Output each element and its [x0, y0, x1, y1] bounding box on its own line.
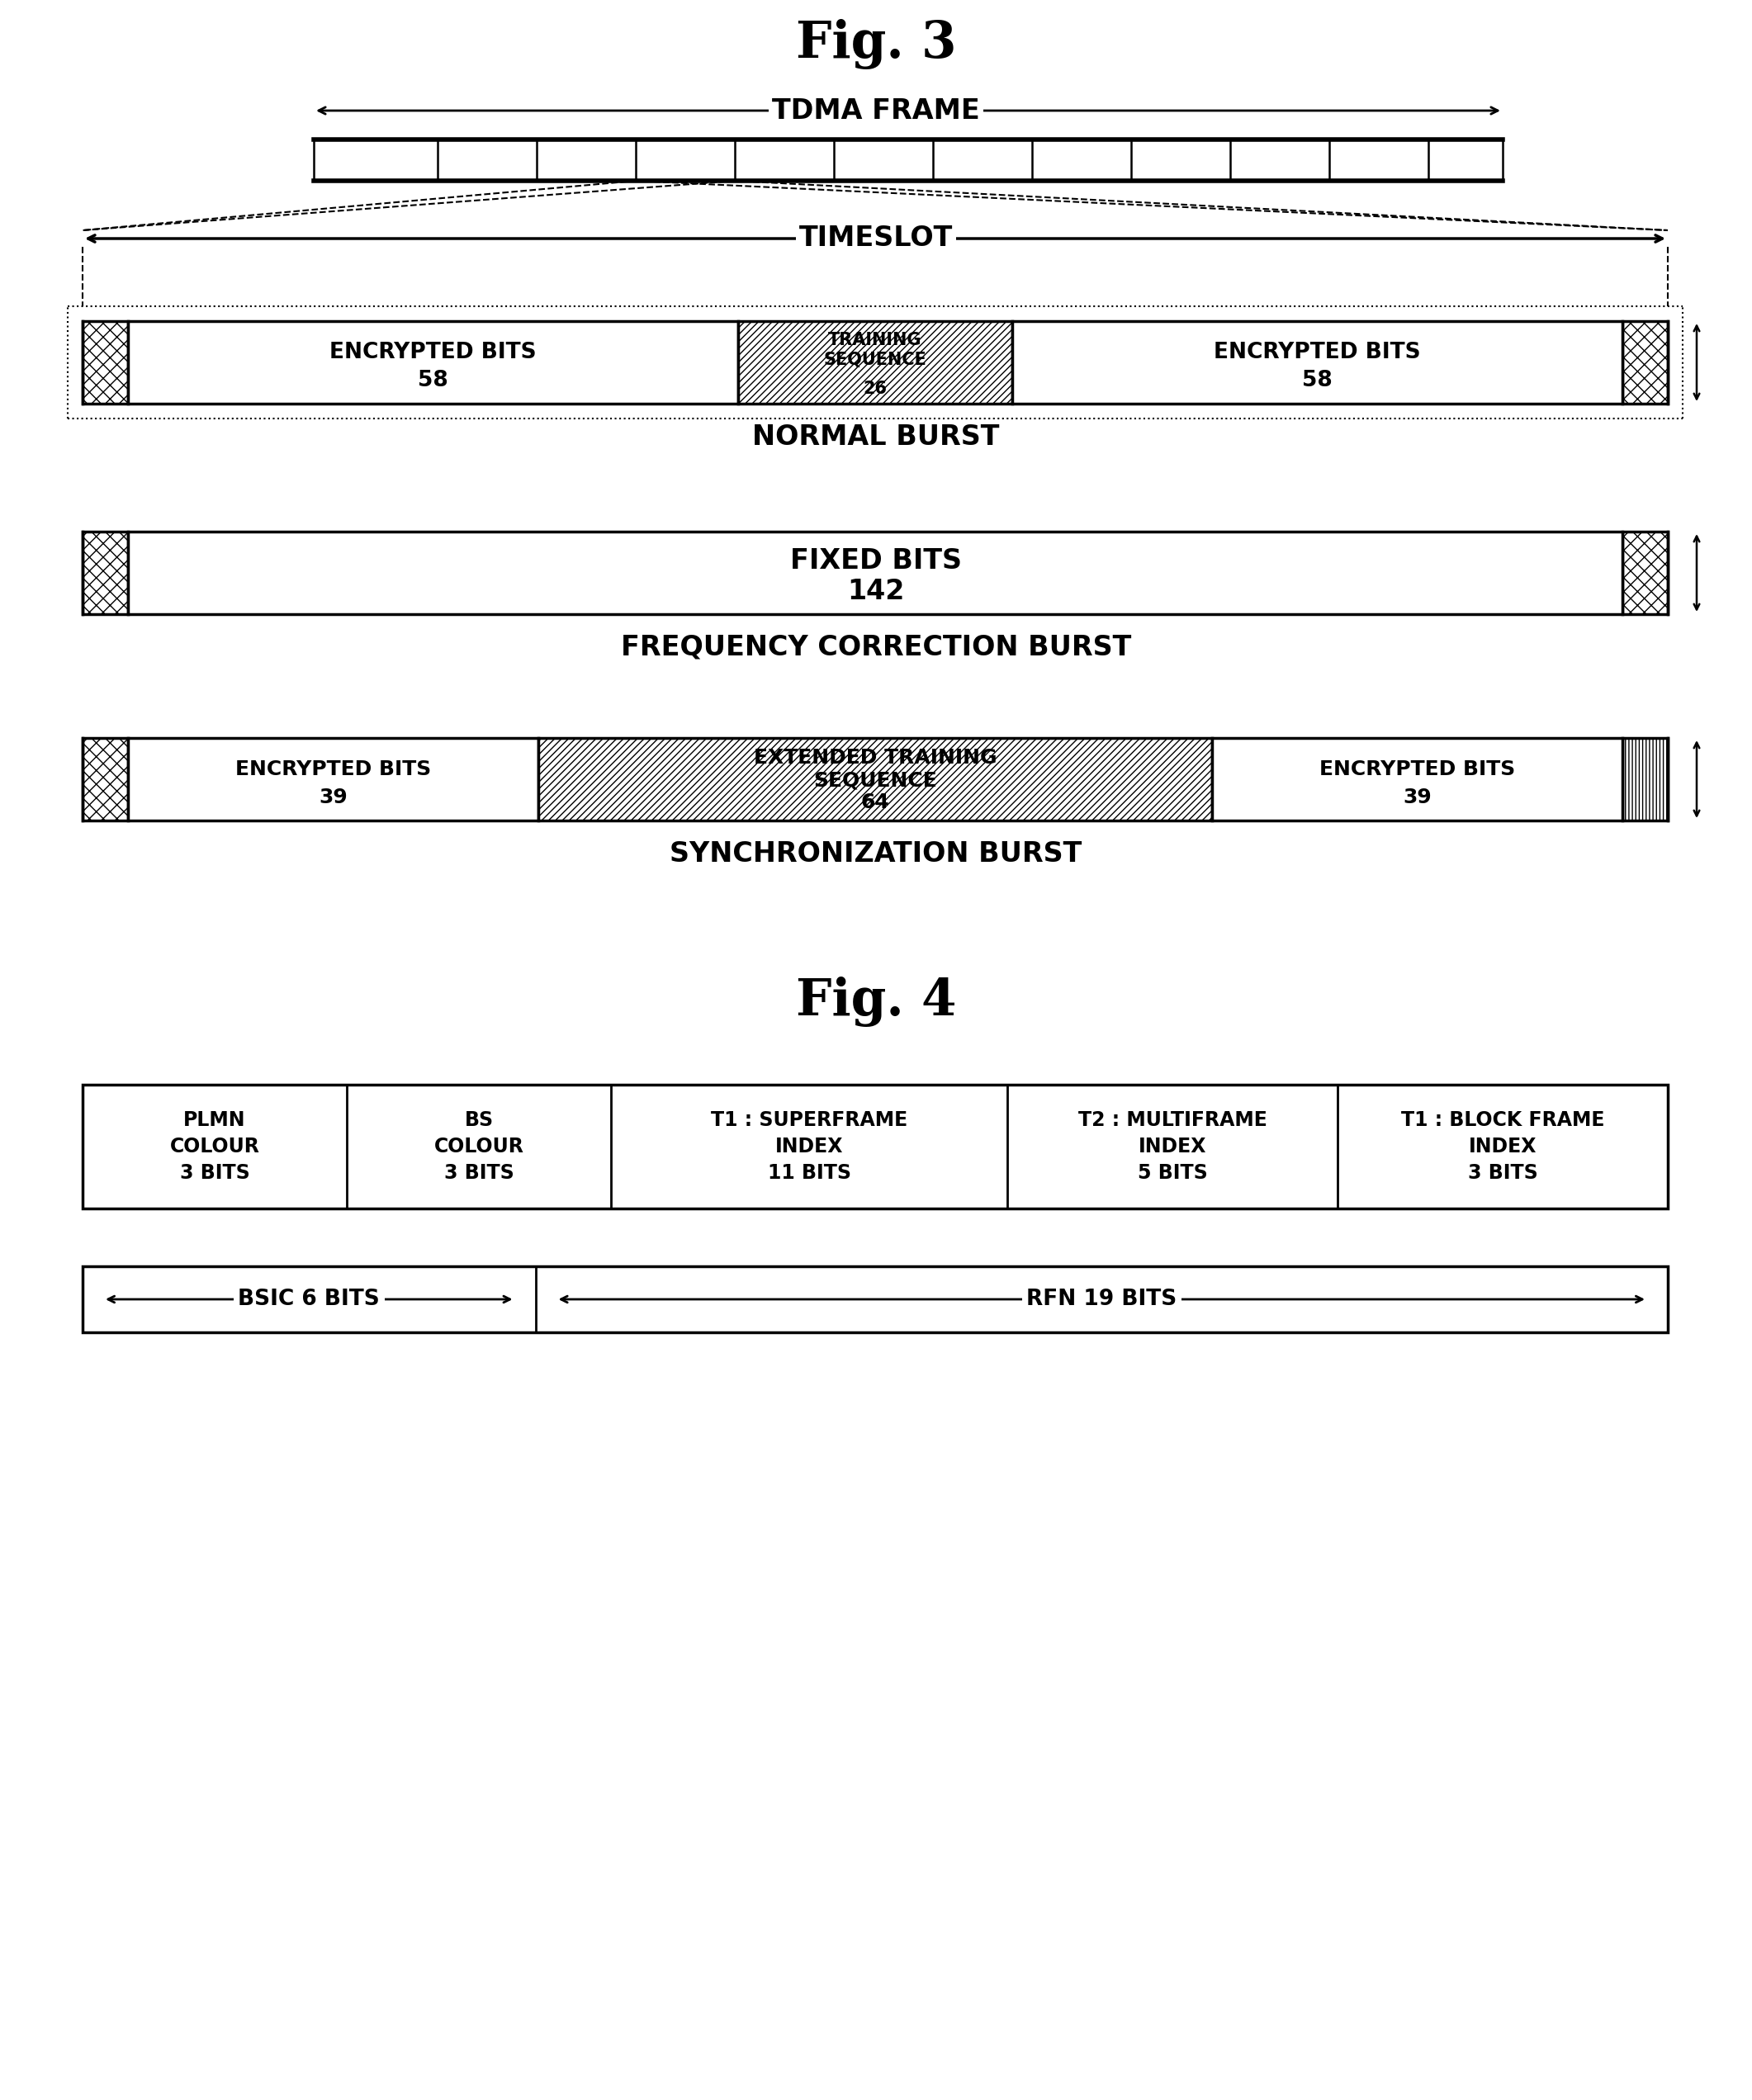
Text: TRAINING
SEQUENCE: TRAINING SEQUENCE — [823, 332, 927, 368]
Text: Fig. 4: Fig. 4 — [795, 976, 957, 1027]
Text: 58: 58 — [1302, 370, 1332, 391]
Text: ENCRYPTED BITS: ENCRYPTED BITS — [235, 760, 431, 779]
Text: T1 : BLOCK FRAME
INDEX
3 BITS: T1 : BLOCK FRAME INDEX 3 BITS — [1402, 1111, 1605, 1182]
Text: Fig. 3: Fig. 3 — [795, 19, 957, 69]
Text: FREQUENCY CORRECTION BURST: FREQUENCY CORRECTION BURST — [620, 634, 1132, 662]
Bar — [82, 321, 128, 403]
Bar — [1622, 321, 1668, 403]
Bar — [1622, 737, 1668, 821]
Text: RFN 19 BITS: RFN 19 BITS — [1027, 1289, 1177, 1310]
Text: 39: 39 — [319, 788, 347, 806]
Text: TIMESLOT: TIMESLOT — [799, 225, 953, 252]
Text: NORMAL BURST: NORMAL BURST — [752, 422, 1000, 449]
Text: PLMN
COLOUR
3 BITS: PLMN COLOUR 3 BITS — [170, 1111, 259, 1182]
Bar — [1622, 531, 1668, 613]
Bar — [82, 737, 128, 821]
Text: BS
COLOUR
3 BITS: BS COLOUR 3 BITS — [434, 1111, 524, 1182]
Text: 64: 64 — [860, 792, 890, 813]
Text: T2 : MULTIFRAME
INDEX
5 BITS: T2 : MULTIFRAME INDEX 5 BITS — [1077, 1111, 1267, 1182]
Text: TDMA FRAME: TDMA FRAME — [773, 97, 979, 124]
Text: 142: 142 — [848, 578, 904, 605]
Bar — [1013, 321, 1622, 403]
Text: 39: 39 — [1403, 788, 1431, 806]
Bar — [82, 1086, 1668, 1208]
Bar — [82, 1266, 1668, 1331]
Text: 58: 58 — [419, 370, 449, 391]
Bar — [1212, 737, 1622, 821]
Text: BSIC 6 BITS: BSIC 6 BITS — [238, 1289, 380, 1310]
Bar — [128, 531, 1622, 613]
Text: T1 : SUPERFRAME
INDEX
11 BITS: T1 : SUPERFRAME INDEX 11 BITS — [711, 1111, 908, 1182]
Bar — [538, 737, 1212, 821]
Text: ENCRYPTED BITS: ENCRYPTED BITS — [1214, 342, 1421, 363]
Bar — [128, 737, 538, 821]
Bar — [128, 321, 738, 403]
Bar — [738, 321, 1013, 403]
Text: ENCRYPTED BITS: ENCRYPTED BITS — [1319, 760, 1515, 779]
Text: EXTENDED TRAINING
SEQUENCE: EXTENDED TRAINING SEQUENCE — [753, 748, 997, 792]
Text: ENCRYPTED BITS: ENCRYPTED BITS — [329, 342, 536, 363]
Text: 26: 26 — [864, 380, 887, 397]
Text: SYNCHRONIZATION BURST: SYNCHRONIZATION BURST — [669, 840, 1083, 867]
Bar — [82, 531, 128, 613]
Text: FIXED BITS: FIXED BITS — [790, 546, 962, 573]
